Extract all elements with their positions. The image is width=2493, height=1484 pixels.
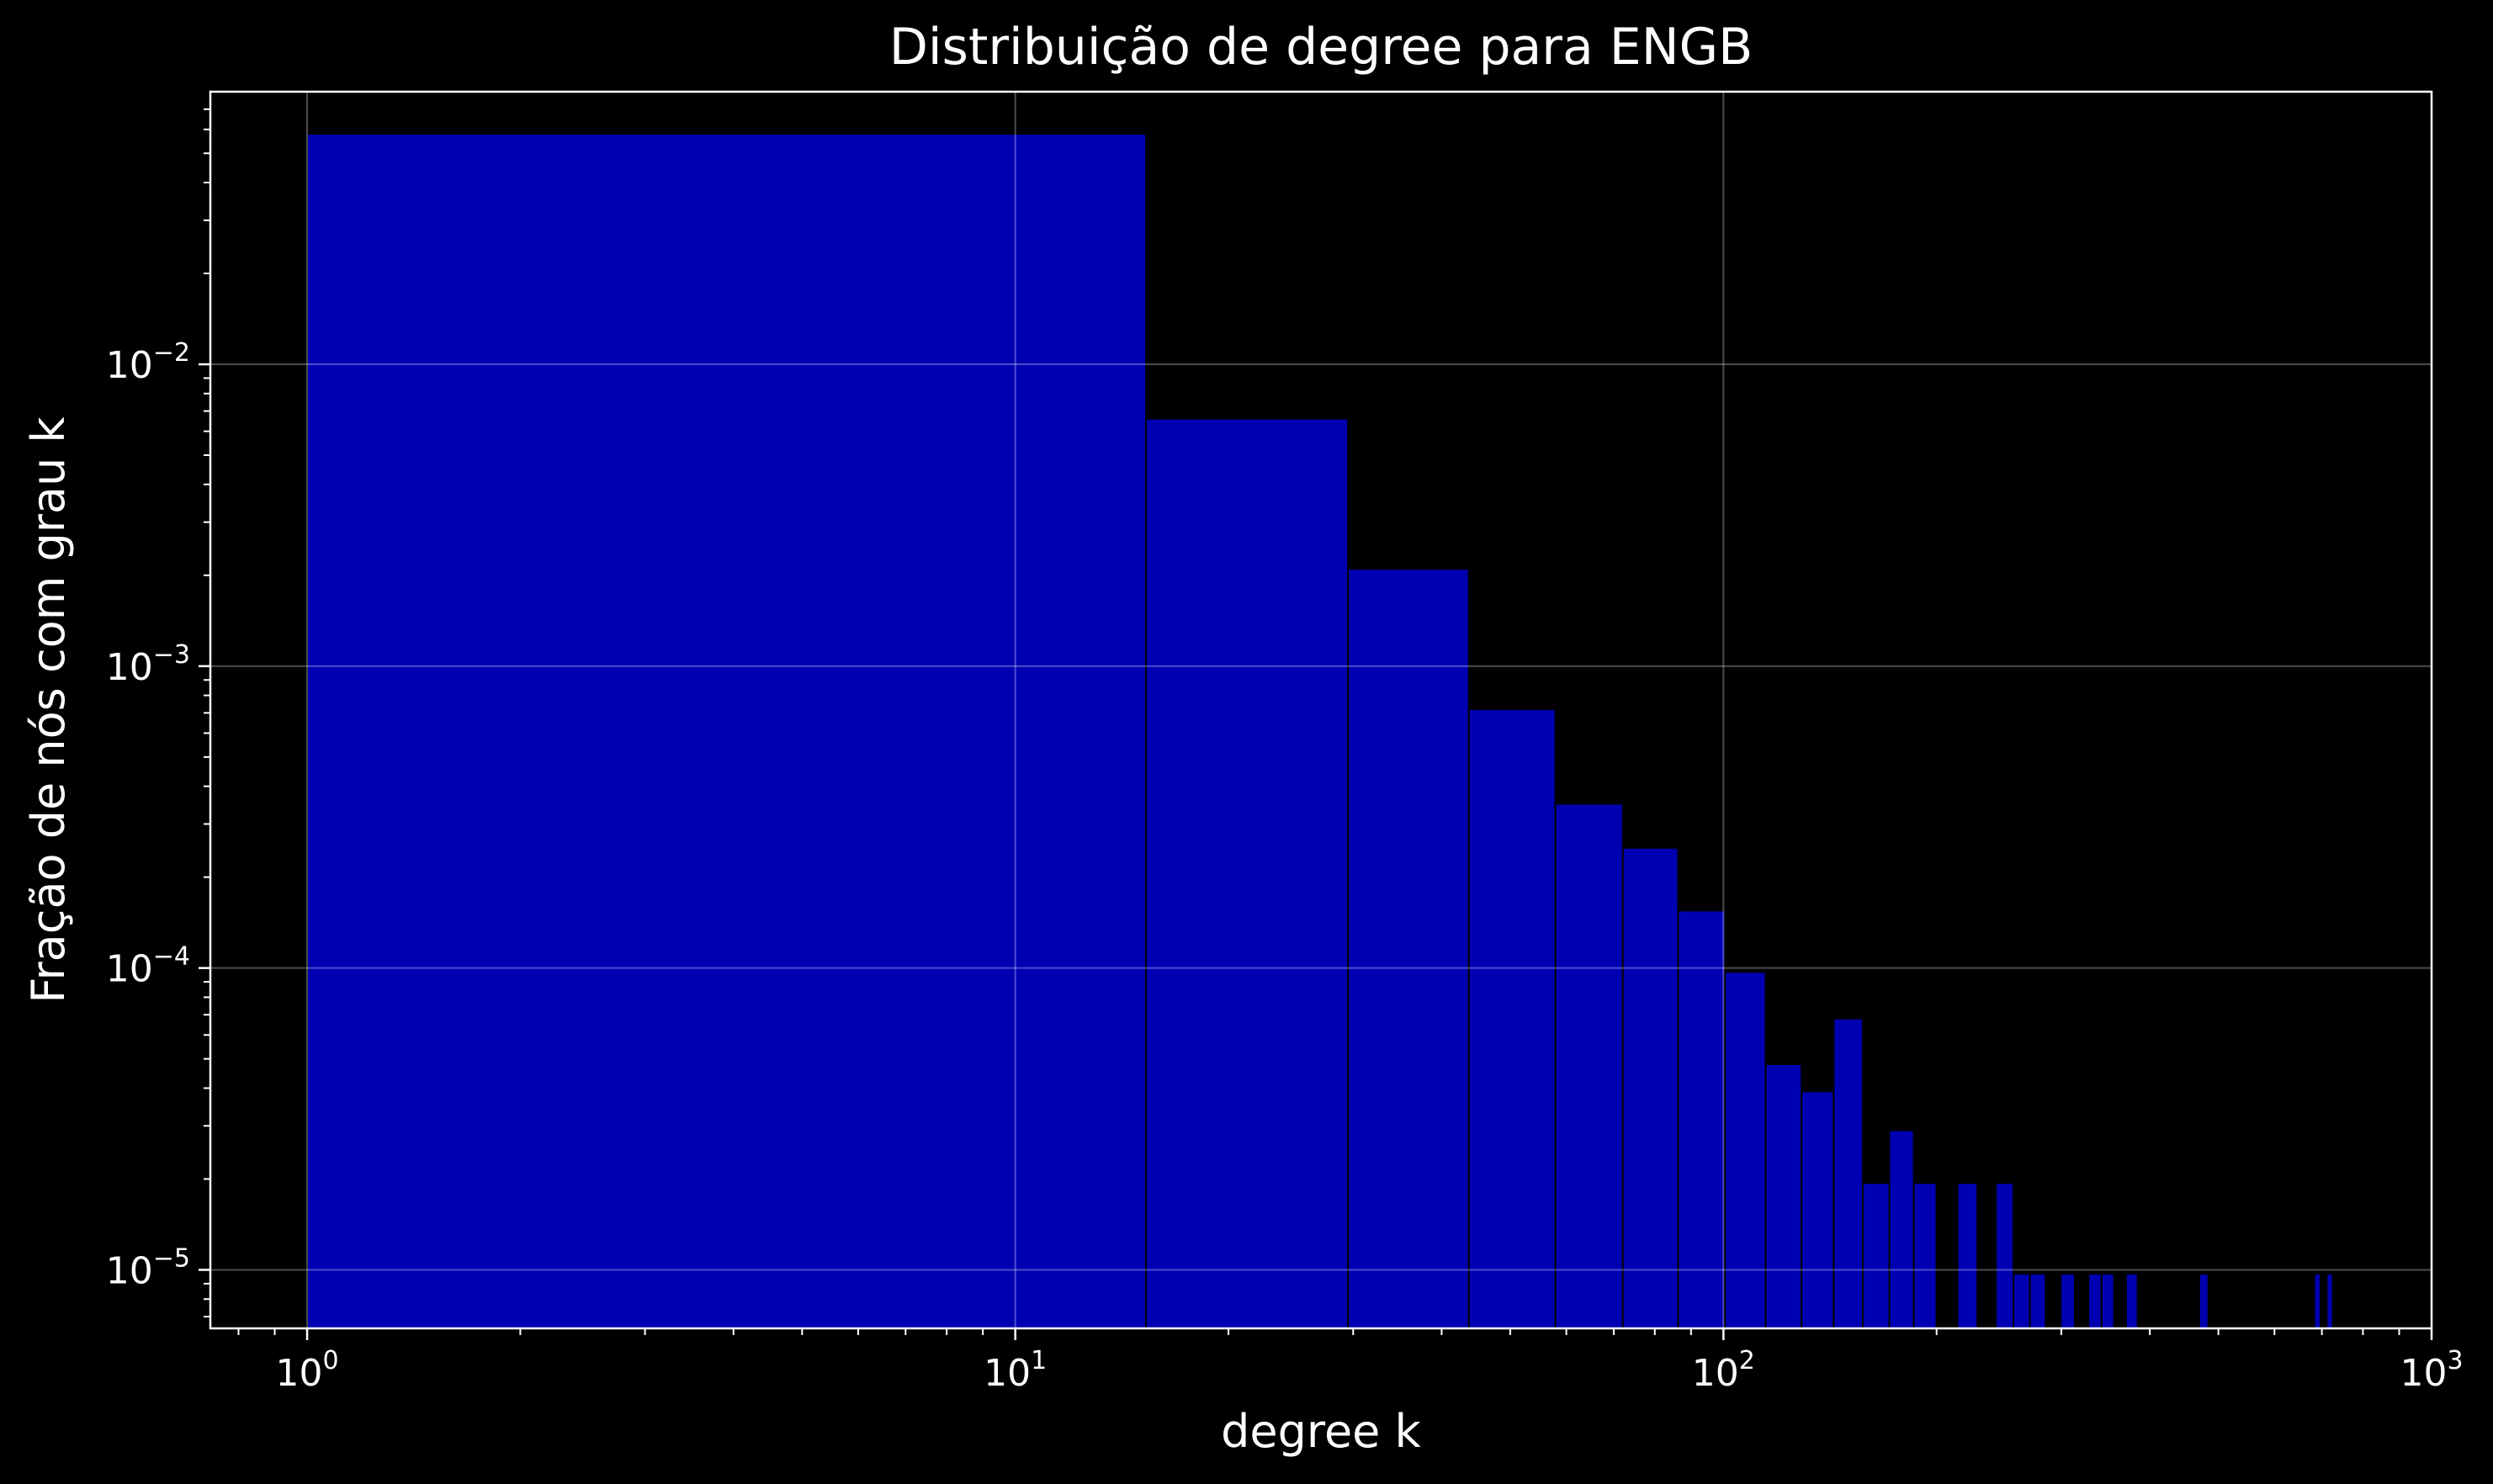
y-tick-label-3: 10−2 [106,338,190,387]
bar-23 [2313,1273,2322,1329]
y-axis-label: Fração de nós com grau k [22,416,75,1004]
ticks-group: 100 101 102 103 10−5 10−4 10−3 10−2 [106,108,2464,1395]
bar-7 [1724,971,1767,1329]
bar-22 [2198,1273,2209,1329]
plot-frame [209,90,2433,1330]
bar-21 [2124,1273,2139,1329]
bar-5 [1621,846,1679,1329]
bar-14 [1956,1182,1979,1330]
chart-title: Distribuição de degree para ENGB [889,18,1753,77]
y-tick-label-1: 10−4 [106,942,190,991]
bar-18 [2060,1273,2077,1329]
bar-8 [1764,1063,1803,1329]
bar-1 [1145,417,1350,1329]
bar-2 [1347,568,1470,1329]
x-tick-label-1: 101 [984,1346,1047,1395]
x-axis-label: degree k [1221,1405,1421,1458]
bar-11 [1861,1182,1891,1330]
y-tick-label-2: 10−3 [106,640,190,689]
bar-10 [1833,1017,1864,1329]
bar-9 [1801,1090,1835,1330]
bar-12 [1888,1129,1915,1330]
bar-4 [1554,803,1624,1329]
bar-16 [2012,1273,2031,1329]
bar-15 [1995,1182,2014,1330]
x-tick-label-3: 103 [2400,1346,2463,1395]
x-tick-label-0: 100 [275,1346,338,1395]
bar-17 [2029,1273,2047,1329]
bar-13 [1912,1182,1938,1330]
bar-19 [2087,1273,2103,1329]
bars-group [306,133,2334,1330]
x-tick-label-2: 102 [1692,1346,1755,1395]
bar-3 [1467,708,1557,1329]
bar-0 [306,133,1148,1329]
bar-20 [2100,1273,2115,1329]
bar-6 [1677,909,1727,1330]
bar-24 [2326,1273,2334,1329]
y-tick-label-0: 10−5 [106,1243,190,1292]
